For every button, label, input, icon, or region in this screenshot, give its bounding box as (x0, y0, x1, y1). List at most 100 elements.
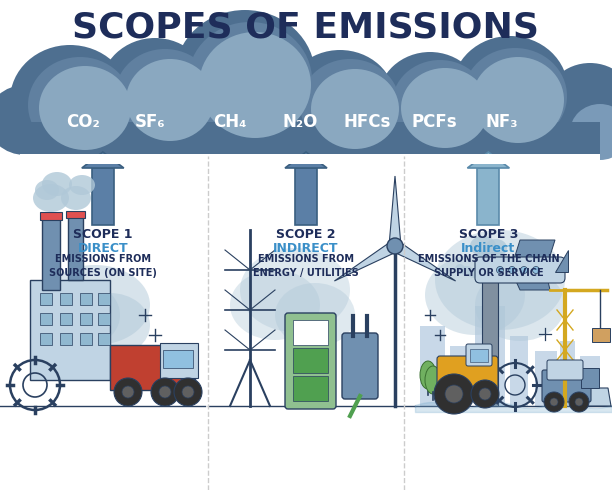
Text: CO₂: CO₂ (65, 113, 100, 131)
Bar (470, 349, 488, 362)
Bar (477, 168, 499, 225)
Ellipse shape (545, 63, 612, 147)
Bar (295, 168, 317, 225)
Bar (592, 328, 610, 342)
Bar (581, 368, 599, 388)
Ellipse shape (0, 85, 63, 155)
Bar (293, 348, 328, 373)
Ellipse shape (40, 265, 150, 345)
Circle shape (151, 378, 179, 406)
Bar (160, 343, 198, 378)
Ellipse shape (61, 186, 91, 210)
Circle shape (544, 392, 564, 412)
Polygon shape (392, 241, 455, 281)
FancyBboxPatch shape (547, 360, 583, 380)
Bar (30, 280, 110, 380)
FancyBboxPatch shape (466, 344, 492, 366)
Ellipse shape (461, 266, 473, 276)
Text: PCFs: PCFs (412, 113, 457, 131)
Bar (80, 293, 92, 305)
Circle shape (114, 378, 142, 406)
Bar (60, 333, 72, 345)
Circle shape (509, 267, 515, 273)
Ellipse shape (570, 104, 612, 160)
Bar (98, 333, 110, 345)
Polygon shape (510, 240, 555, 272)
Circle shape (182, 386, 194, 398)
Bar (20, 100, 595, 160)
Bar (40, 313, 52, 325)
Ellipse shape (435, 230, 565, 330)
Bar (510, 336, 528, 406)
Bar (535, 351, 557, 406)
Ellipse shape (70, 293, 150, 357)
Bar (475, 306, 505, 406)
Ellipse shape (10, 45, 130, 155)
Text: NF₃: NF₃ (485, 113, 518, 131)
Ellipse shape (425, 255, 525, 335)
Ellipse shape (39, 66, 131, 150)
Circle shape (434, 374, 474, 414)
Bar (40, 212, 62, 220)
Ellipse shape (199, 32, 311, 138)
Bar (42, 215, 60, 290)
Circle shape (159, 386, 171, 398)
FancyBboxPatch shape (475, 257, 565, 283)
Ellipse shape (230, 270, 320, 340)
Ellipse shape (69, 175, 95, 195)
Ellipse shape (472, 57, 564, 143)
Circle shape (387, 238, 403, 254)
Circle shape (479, 388, 491, 400)
Ellipse shape (475, 269, 565, 341)
Ellipse shape (175, 10, 315, 140)
Ellipse shape (467, 268, 483, 278)
Text: SCOPE 1: SCOPE 1 (73, 228, 133, 242)
FancyBboxPatch shape (342, 333, 378, 399)
Polygon shape (573, 388, 611, 406)
Text: SF₆: SF₆ (135, 113, 165, 131)
Circle shape (532, 267, 540, 273)
Ellipse shape (300, 59, 400, 151)
Polygon shape (510, 268, 550, 290)
Bar (293, 376, 328, 401)
Text: EMISSIONS FROM
ENERGY / UTILITIES: EMISSIONS FROM ENERGY / UTILITIES (253, 254, 359, 278)
Bar (98, 293, 110, 305)
Ellipse shape (392, 60, 488, 148)
Ellipse shape (30, 280, 120, 350)
Circle shape (496, 267, 504, 273)
Polygon shape (285, 152, 327, 168)
Text: HFCs: HFCs (343, 113, 391, 131)
Bar (163, 350, 193, 368)
Ellipse shape (452, 36, 568, 144)
Bar (482, 276, 498, 406)
Bar (20, 122, 600, 162)
Text: Indirect: Indirect (461, 242, 515, 254)
Ellipse shape (275, 283, 355, 347)
Bar (98, 313, 110, 325)
Ellipse shape (470, 236, 496, 256)
Bar (480, 270, 500, 278)
Ellipse shape (115, 49, 215, 141)
Polygon shape (468, 152, 509, 168)
Ellipse shape (126, 59, 214, 141)
Ellipse shape (188, 22, 312, 138)
Bar (20, 126, 600, 156)
Text: INDIRECT: INDIRECT (273, 242, 339, 254)
Ellipse shape (463, 48, 567, 144)
Bar (80, 333, 92, 345)
Bar (80, 313, 92, 325)
Bar (110, 345, 195, 390)
Ellipse shape (35, 180, 59, 200)
Circle shape (569, 392, 589, 412)
Circle shape (174, 378, 202, 406)
FancyBboxPatch shape (437, 356, 498, 397)
Circle shape (550, 398, 558, 406)
Ellipse shape (420, 361, 436, 389)
Text: EMISSIONS OF THE CHAIN
SUPPLY OR SERVICE: EMISSIONS OF THE CHAIN SUPPLY OR SERVICE (417, 254, 559, 278)
FancyBboxPatch shape (542, 370, 591, 402)
Bar (420, 326, 445, 406)
Circle shape (445, 385, 463, 403)
Bar (580, 356, 600, 406)
Bar (60, 313, 72, 325)
Circle shape (575, 398, 583, 406)
